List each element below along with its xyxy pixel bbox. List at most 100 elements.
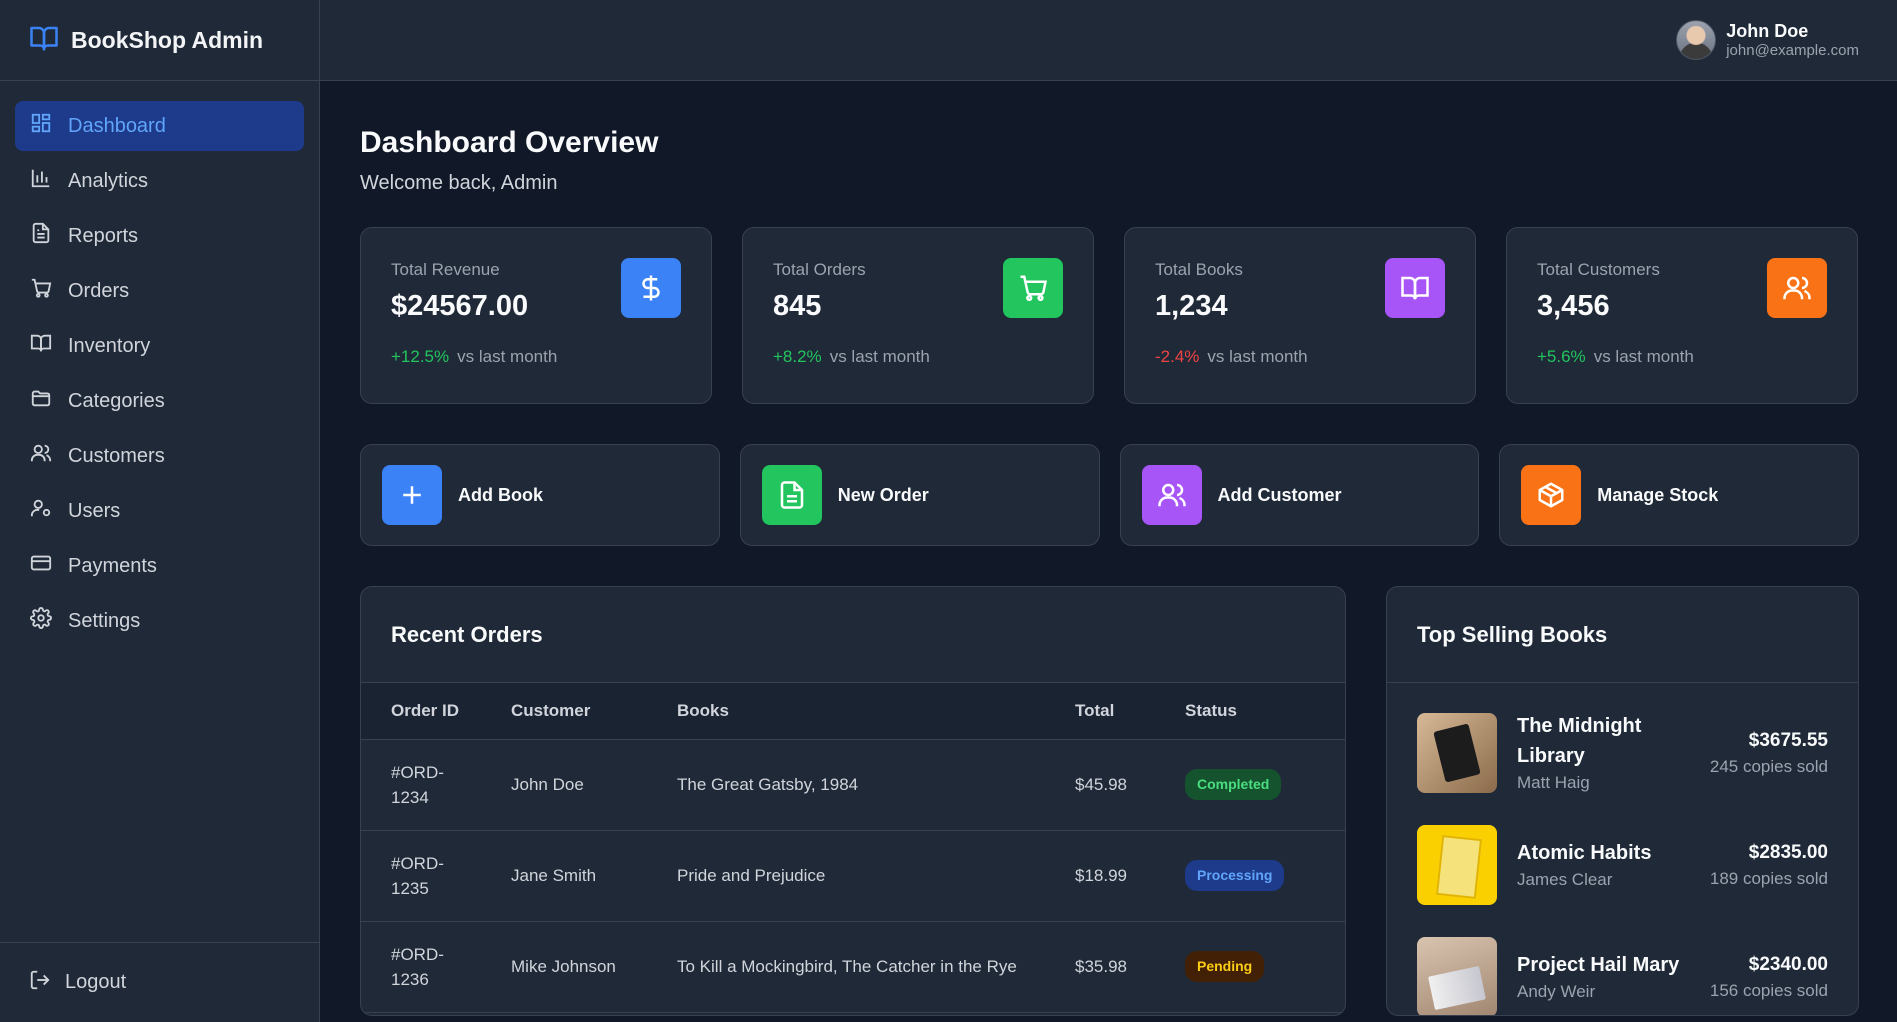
sidebar-item-orders[interactable]: Orders bbox=[15, 266, 304, 316]
user-cog-icon bbox=[30, 497, 52, 525]
order-customer: Mike Johnson bbox=[511, 921, 677, 1013]
gear-icon bbox=[30, 607, 52, 635]
sidebar-item-payments[interactable]: Payments bbox=[15, 541, 304, 591]
page-title: Dashboard Overview bbox=[360, 126, 659, 159]
sidebar-item-customers[interactable]: Customers bbox=[15, 431, 304, 481]
top-selling-panel: Top Selling Books The Midnight Library M… bbox=[1386, 586, 1859, 1016]
trend-text: vs last month bbox=[1593, 347, 1694, 366]
folder-icon bbox=[30, 387, 52, 415]
box-icon bbox=[1521, 465, 1582, 525]
list-item[interactable]: Atomic Habits James Clear $2835.00 189 c… bbox=[1417, 825, 1828, 905]
stat-trend: +8.2% vs last month bbox=[773, 347, 1063, 367]
sidebar-item-settings[interactable]: Settings bbox=[15, 596, 304, 646]
book-sold: 156 copies sold bbox=[1709, 981, 1828, 1000]
book-open-icon bbox=[29, 23, 59, 58]
trend-value: -2.4% bbox=[1155, 347, 1200, 366]
users-icon bbox=[1141, 465, 1202, 525]
order-customer: Jane Smith bbox=[511, 830, 677, 922]
sidebar-item-label: Analytics bbox=[68, 169, 149, 192]
add-customer-button[interactable]: Add Customer bbox=[1119, 444, 1480, 546]
sidebar-item-users[interactable]: Users bbox=[15, 486, 304, 536]
sidebar-item-categories[interactable]: Categories bbox=[15, 376, 304, 426]
plus-icon bbox=[382, 465, 442, 525]
dashboard-icon bbox=[30, 112, 52, 140]
stat-label: Total Revenue bbox=[391, 260, 500, 279]
book-sold: 189 copies sold bbox=[1709, 869, 1828, 888]
column-header: Total bbox=[1075, 683, 1185, 740]
trend-value: +8.2% bbox=[773, 347, 822, 366]
book-author: James Clear bbox=[1517, 870, 1613, 889]
book-revenue: $2340.00 bbox=[1748, 954, 1828, 975]
users-icon bbox=[1767, 258, 1827, 318]
logout-label: Logout bbox=[65, 971, 127, 993]
book-author: Andy Weir bbox=[1517, 982, 1596, 1001]
stat-trend: +5.6% vs last month bbox=[1537, 347, 1827, 367]
list-item[interactable]: The Midnight Library Matt Haig $3675.55 … bbox=[1417, 713, 1828, 793]
trend-text: vs last month bbox=[1207, 347, 1308, 366]
dollar-icon bbox=[621, 258, 681, 318]
book-sold: 245 copies sold bbox=[1709, 757, 1828, 776]
book-revenue: $2835.00 bbox=[1748, 842, 1828, 863]
panel-title: Recent Orders bbox=[361, 587, 1345, 683]
status-badge: Pending bbox=[1185, 951, 1265, 982]
stat-value: $24567.00 bbox=[391, 290, 529, 322]
order-id: #ORD-1235 bbox=[361, 830, 511, 922]
trend-value: +12.5% bbox=[391, 347, 450, 366]
sidebar: BookShop Admin Dashboard Analytics Repor… bbox=[0, 0, 320, 1022]
action-label: New Order bbox=[837, 484, 929, 505]
order-status: Pending bbox=[1185, 921, 1345, 1013]
sidebar-item-dashboard[interactable]: Dashboard bbox=[15, 101, 304, 151]
credit-card-icon bbox=[30, 552, 52, 580]
order-total: $18.99 bbox=[1075, 830, 1185, 922]
table-row[interactable]: #ORD-1234 John Doe The Great Gatsby, 198… bbox=[361, 739, 1345, 831]
logout-button[interactable]: Logout bbox=[0, 942, 319, 1022]
order-status: Completed bbox=[1185, 739, 1345, 831]
book-list: The Midnight Library Matt Haig $3675.55 … bbox=[1387, 683, 1858, 1015]
quick-actions: Add Book New Order Add Customer Manage S… bbox=[360, 444, 1859, 546]
status-badge: Processing bbox=[1185, 860, 1285, 891]
sidebar-item-reports[interactable]: Reports bbox=[15, 211, 304, 261]
sidebar-item-label: Reports bbox=[68, 224, 139, 247]
sidebar-item-analytics[interactable]: Analytics bbox=[15, 156, 304, 206]
table-row[interactable]: #ORD-1235 Jane Smith Pride and Prejudice… bbox=[361, 830, 1345, 922]
table-row[interactable]: #ORD-1236 Mike Johnson To Kill a Mocking… bbox=[361, 921, 1345, 1013]
book-cover bbox=[1417, 825, 1497, 905]
order-id: #ORD-1236 bbox=[361, 921, 511, 1013]
book-cover bbox=[1417, 713, 1497, 793]
stat-card-orders: Total Orders 845 +8.2% vs last month bbox=[742, 227, 1094, 404]
user-menu[interactable]: John Doe john@example.com bbox=[1676, 20, 1859, 60]
file-icon bbox=[30, 222, 52, 250]
user-email: john@example.com bbox=[1726, 42, 1859, 59]
sidebar-item-label: Categories bbox=[68, 389, 165, 412]
new-order-button[interactable]: New Order bbox=[739, 444, 1100, 546]
status-badge: Completed bbox=[1185, 769, 1282, 800]
stat-value: 845 bbox=[773, 290, 822, 322]
sidebar-item-label: Inventory bbox=[68, 334, 151, 357]
add-book-button[interactable]: Add Book bbox=[360, 444, 720, 546]
stat-trend: -2.4% vs last month bbox=[1155, 347, 1445, 367]
manage-stock-button[interactable]: Manage Stock bbox=[1499, 444, 1859, 546]
book-open-icon bbox=[30, 332, 52, 360]
order-books: Pride and Prejudice bbox=[677, 830, 1075, 922]
action-label: Add Customer bbox=[1217, 484, 1342, 505]
brand[interactable]: BookShop Admin bbox=[0, 0, 319, 81]
avatar bbox=[1676, 20, 1717, 60]
users-icon bbox=[30, 442, 52, 470]
sidebar-nav: Dashboard Analytics Reports Orders Inven… bbox=[0, 81, 319, 666]
column-header: Order ID bbox=[361, 683, 511, 740]
document-icon bbox=[761, 465, 822, 525]
stat-label: Total Books bbox=[1155, 260, 1243, 279]
trend-value: +5.6% bbox=[1537, 347, 1586, 366]
order-books: To Kill a Mockingbird, The Catcher in th… bbox=[677, 921, 1075, 1013]
main-content: Dashboard Overview Welcome back, Admin T… bbox=[360, 81, 1859, 1016]
stats-row: Total Revenue $24567.00 +12.5% vs last mo… bbox=[360, 227, 1859, 404]
sidebar-item-inventory[interactable]: Inventory bbox=[15, 321, 304, 371]
order-total: $45.98 bbox=[1075, 739, 1185, 831]
panel-title: Top Selling Books bbox=[1387, 587, 1858, 683]
stat-card-revenue: Total Revenue $24567.00 +12.5% vs last mo… bbox=[360, 227, 712, 404]
order-total: $35.98 bbox=[1075, 921, 1185, 1013]
stat-value: 1,234 bbox=[1155, 290, 1228, 322]
list-item[interactable]: Project Hail Mary Andy Weir $2340.00 156… bbox=[1417, 937, 1828, 1015]
sidebar-item-label: Orders bbox=[68, 279, 130, 302]
book-author: Matt Haig bbox=[1517, 773, 1590, 792]
